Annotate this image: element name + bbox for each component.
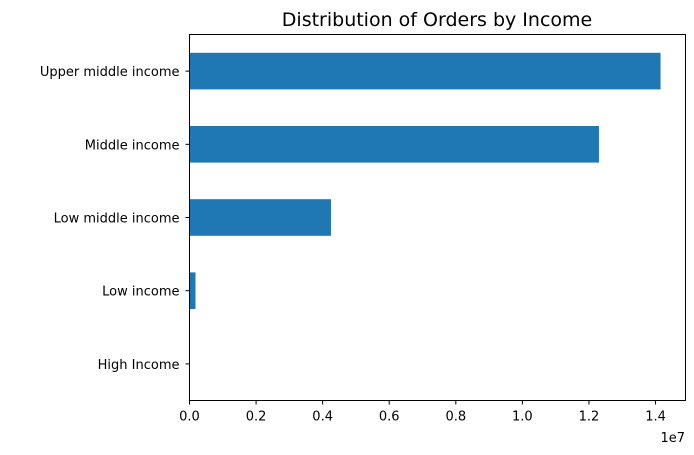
plot-frame [189,34,686,401]
bar-upper-middle-income [189,52,661,90]
bars-group [189,52,661,309]
x-axis-ticks: 0.0 0.2 0.4 0.6 0.8 1.0 1.2 1.4 [179,400,666,425]
y-axis-ticks: Upper middle income Middle income Low midd… [40,65,190,373]
y-tick-label: Low middle income [54,212,180,227]
x-tick-label: 0.8 [445,410,466,425]
x-tick-label: 0.4 [312,410,333,425]
y-tick-label: High Income [98,358,180,373]
x-tick-label: 1.2 [579,410,600,425]
y-tick-label: Upper middle income [40,65,180,80]
bar-middle-income [189,126,599,163]
y-tick-label: Middle income [85,138,180,153]
x-tick-label: 1.0 [512,410,533,425]
bar-low-middle-income [189,199,331,236]
x-tick-label: 0.6 [379,410,400,425]
chart-title: Distribution of Orders by Income [282,9,592,31]
x-tick-label: 0.2 [246,410,267,425]
y-tick-label: Low income [102,285,179,300]
x-tick-label: 0.0 [179,410,200,425]
x-tick-label: 1.4 [645,410,666,425]
bar-low-income [189,272,196,309]
x-offset-label: 1e7 [660,431,685,446]
